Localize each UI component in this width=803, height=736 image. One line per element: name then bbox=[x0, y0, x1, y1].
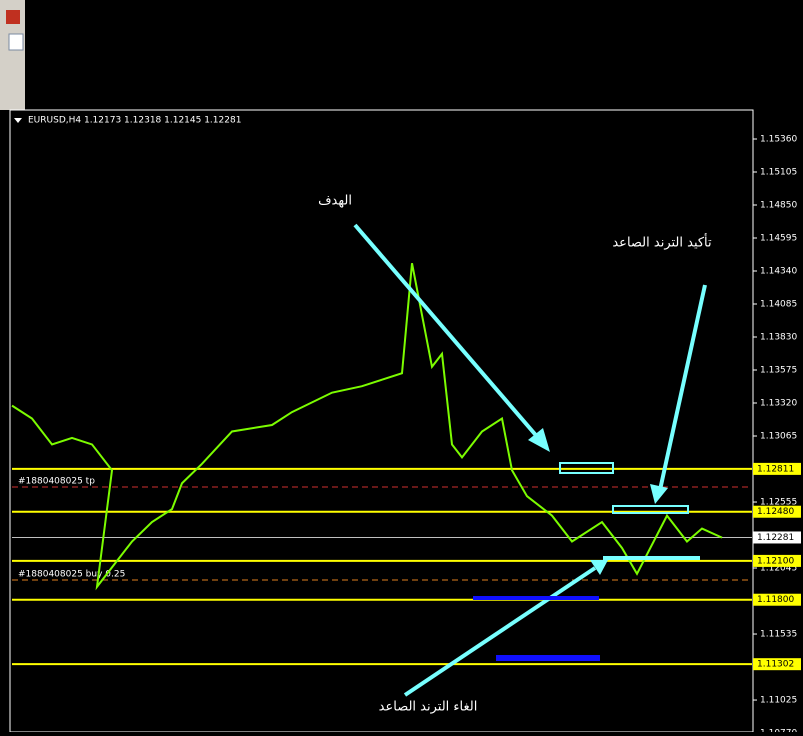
y-tick-label: 1.15360 bbox=[760, 134, 797, 144]
arrows bbox=[353, 223, 707, 697]
arrow-head bbox=[590, 560, 608, 575]
level-label: 1.11800 bbox=[757, 595, 794, 605]
current-price-box bbox=[753, 531, 801, 544]
y-tick-label: 1.11025 bbox=[760, 696, 797, 706]
app-icon bbox=[6, 10, 20, 24]
arrow bbox=[658, 284, 707, 491]
order-label: #1880408025 buy 0.25 bbox=[18, 570, 125, 580]
level-label: 1.12811 bbox=[757, 464, 794, 474]
arrow bbox=[403, 566, 597, 697]
y-tick-label: 1.12045 bbox=[760, 564, 797, 574]
y-tick-label: 1.14340 bbox=[760, 267, 797, 277]
y-tick-label: 1.14085 bbox=[760, 300, 797, 310]
y-tick-label: 1.13320 bbox=[760, 399, 797, 409]
order-label: #1880408025 tp bbox=[18, 477, 95, 487]
target-box bbox=[559, 462, 614, 474]
y-tick-label: 1.15105 bbox=[760, 167, 797, 177]
level-box bbox=[753, 658, 801, 671]
arrow-head bbox=[528, 428, 550, 452]
annotation: الهدف bbox=[318, 194, 352, 209]
level-box bbox=[753, 462, 801, 475]
current-price-label: 1.12281 bbox=[757, 533, 794, 543]
y-tick-label: 1.14595 bbox=[760, 233, 797, 243]
confirm-box bbox=[612, 505, 689, 514]
blue-zone bbox=[473, 596, 599, 600]
toolbar-button[interactable] bbox=[8, 33, 24, 51]
level-label: 1.11302 bbox=[757, 660, 794, 670]
chart-title: EURUSD,H4 1.12173 1.12318 1.12145 1.1228… bbox=[28, 116, 241, 126]
y-tick-label: 1.13575 bbox=[760, 366, 797, 376]
level-label: 1.12480 bbox=[757, 507, 794, 517]
level-box bbox=[753, 593, 801, 606]
level-label: 1.12100 bbox=[757, 556, 794, 566]
level-box bbox=[753, 554, 801, 567]
y-tick-label: 1.13830 bbox=[760, 333, 797, 343]
annotation: الغاء الترند الصاعد bbox=[379, 700, 478, 715]
y-tick-label: 1.13065 bbox=[760, 432, 797, 442]
arrow bbox=[353, 223, 542, 442]
y-tick-label: 1.14850 bbox=[760, 200, 797, 210]
menu-triangle[interactable] bbox=[14, 118, 22, 123]
blue-zone bbox=[496, 655, 600, 661]
arrow-head bbox=[650, 484, 668, 504]
level-box bbox=[753, 505, 801, 518]
price-line bbox=[11, 263, 723, 591]
y-tick-label: 1.12555 bbox=[760, 498, 797, 508]
y-tick-label: 1.10770 bbox=[760, 729, 797, 732]
annotation: تأكيد الترند الصاعد bbox=[612, 233, 712, 251]
y-tick-label: 1.11535 bbox=[760, 630, 797, 640]
